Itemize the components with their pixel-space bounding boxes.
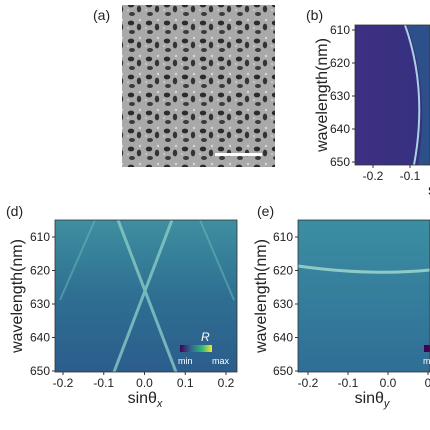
x-axis-label: sinθx [128, 390, 163, 410]
colorbar [424, 345, 430, 352]
y-tick-label: 620 [30, 264, 50, 278]
x-axis-label-main: sinθ [355, 390, 384, 407]
y-tick-label: 630 [30, 297, 50, 311]
x-axis-label-sub: y [383, 398, 391, 410]
y-tick-label: 650 [273, 364, 293, 378]
scale-bar [215, 153, 262, 156]
x-tick-label: 0.1 [177, 376, 194, 390]
sem-image [122, 5, 275, 167]
colorbar-min: min [178, 356, 193, 366]
plot-frame [54, 219, 238, 373]
y-tick-label: 610 [330, 23, 350, 37]
x-tick-label: -0.2 [53, 376, 74, 390]
y-tick-label: 630 [273, 297, 293, 311]
x-tick-label: 0.0 [136, 376, 153, 390]
x-tick-label: 0.0 [380, 376, 397, 390]
x-axis-label-sub: x [156, 398, 163, 410]
y-tick-label: 630 [330, 89, 350, 103]
y-tick-label: 640 [273, 331, 293, 345]
y-tick-label: 640 [330, 122, 350, 136]
x-axis-label: sinθy [355, 390, 391, 410]
colorbar [180, 345, 212, 352]
heatmap [298, 220, 430, 372]
x-tick-label: -0.1 [93, 376, 114, 390]
mode-line [59, 219, 235, 301]
y-tick-label: 610 [30, 230, 50, 244]
x-axis-label-main: sinθ [128, 390, 157, 407]
colorbar-min: m [423, 356, 430, 366]
y-axis-label: wavelength(nm) [314, 38, 331, 153]
panel-label: (e) [257, 203, 274, 219]
panel-label: (d) [6, 203, 23, 219]
mode-line [404, 24, 421, 166]
y-axis-label: wavelength(nm) [253, 239, 270, 354]
colorbar-max: max [212, 356, 230, 366]
x-tick-label: 0 [425, 376, 430, 390]
colorbar-title: R [201, 330, 210, 344]
x-tick-label: -0.2 [363, 169, 384, 183]
y-tick-label: 640 [30, 331, 50, 345]
x-tick-label: -0.1 [400, 169, 421, 183]
y-tick-label: 650 [330, 155, 350, 169]
y-tick-label: 650 [30, 364, 50, 378]
y-tick-label: 610 [273, 230, 293, 244]
x-axis-label: s [428, 182, 430, 199]
y-tick-label: 620 [330, 56, 350, 70]
panel-label: (a) [93, 7, 110, 23]
x-tick-label: 0.2 [218, 376, 235, 390]
mode-line [112, 219, 178, 373]
x-tick-label: -0.1 [338, 376, 359, 390]
panel-label: (b) [306, 7, 323, 23]
mode-line [297, 264, 430, 274]
heatmap [407, 25, 430, 165]
plot-frame [297, 219, 430, 373]
x-tick-label: -0.2 [298, 376, 319, 390]
plot-frame [354, 24, 430, 166]
y-axis-label: wavelength(nm) [9, 239, 26, 354]
y-tick-label: 620 [273, 264, 293, 278]
